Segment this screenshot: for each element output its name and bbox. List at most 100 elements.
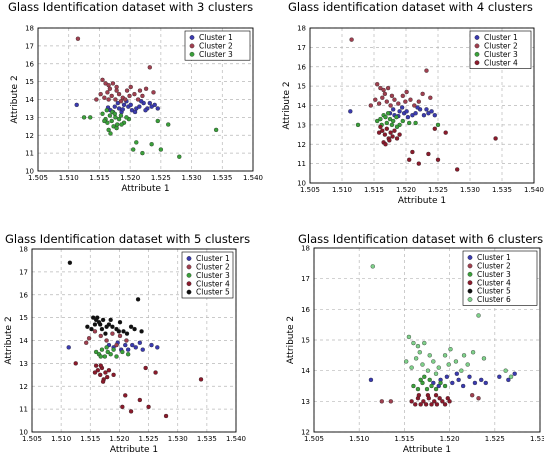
legend-marker-cluster-1: [474, 35, 480, 40]
point-cluster-4: [416, 161, 421, 166]
point-cluster-1: [143, 108, 148, 113]
point-cluster-1: [483, 380, 488, 386]
y-tick-label: 14: [19, 337, 28, 345]
y-axis-label: Attribute 2: [10, 75, 20, 123]
point-cluster-6: [470, 350, 476, 355]
y-tick-label: 15: [25, 78, 34, 86]
point-cluster-3: [149, 142, 154, 147]
point-cluster-5: [85, 324, 90, 329]
y-axis-label: Attribute 2: [286, 316, 296, 364]
y-tick-label: 11: [25, 150, 34, 158]
point-cluster-5: [139, 329, 144, 334]
point-cluster-3: [387, 116, 393, 122]
point-cluster-2: [385, 85, 391, 91]
point-cluster-3: [394, 124, 400, 129]
point-cluster-1: [149, 342, 154, 348]
x-tick-label: 1.525: [485, 435, 505, 443]
x-tick-label: 1.505: [300, 186, 320, 194]
point-cluster-4: [390, 134, 395, 139]
point-cluster-4: [380, 128, 385, 133]
point-cluster-2: [376, 101, 382, 106]
point-cluster-2: [106, 97, 111, 102]
y-axis-label: Attribute 2: [4, 316, 14, 364]
point-cluster-3: [116, 116, 122, 122]
x-tick-label: 1.515: [89, 174, 109, 182]
point-cluster-1: [133, 345, 138, 350]
point-cluster-4: [426, 151, 431, 157]
point-cluster-2: [114, 342, 119, 348]
point-cluster-3: [394, 114, 399, 120]
point-cluster-3: [109, 118, 114, 124]
point-cluster-4: [103, 370, 108, 375]
point-cluster-1: [405, 114, 411, 120]
legend-label: Cluster 4: [477, 278, 511, 287]
point-cluster-5: [110, 324, 115, 329]
point-cluster-4: [409, 399, 414, 404]
y-tick-label: 18: [19, 246, 28, 254]
point-cluster-2: [92, 329, 98, 334]
legend-marker-cluster-4: [467, 280, 473, 286]
point-cluster-3: [389, 122, 395, 128]
point-cluster-1: [147, 100, 152, 106]
point-cluster-2: [106, 83, 111, 88]
point-cluster-4: [423, 402, 429, 407]
point-cluster-5: [89, 326, 94, 332]
point-cluster-3: [102, 118, 107, 124]
point-cluster-4: [382, 132, 388, 137]
point-cluster-2: [400, 93, 405, 98]
y-tick-label: 14: [25, 96, 34, 104]
point-cluster-2: [151, 90, 156, 95]
point-cluster-3: [114, 125, 119, 131]
point-cluster-2: [368, 103, 373, 108]
point-cluster-6: [433, 371, 439, 376]
point-cluster-2: [102, 95, 107, 100]
point-cluster-5: [128, 324, 134, 329]
point-cluster-4: [93, 363, 99, 368]
point-cluster-1: [432, 113, 437, 118]
point-cluster-4: [433, 393, 439, 398]
point-cluster-2: [373, 97, 378, 102]
point-cluster-2: [105, 90, 110, 95]
point-cluster-6: [508, 374, 514, 379]
legend-marker-cluster-3: [186, 272, 192, 278]
point-cluster-3: [213, 127, 219, 133]
point-cluster-6: [465, 362, 470, 367]
point-cluster-1: [74, 102, 79, 108]
point-cluster-2: [396, 101, 401, 106]
legend-marker-cluster-3: [467, 271, 473, 277]
point-cluster-3: [102, 354, 108, 359]
point-cluster-4: [432, 399, 437, 404]
point-cluster-4: [111, 372, 116, 377]
chart-title: Glass Identification dataset with 6 clus…: [298, 232, 543, 246]
point-cluster-4: [137, 397, 143, 403]
point-cluster-2: [118, 99, 124, 104]
y-tick-label: 16: [19, 291, 28, 299]
point-cluster-3: [120, 349, 125, 355]
x-tick-label: 1.505: [22, 435, 42, 443]
point-cluster-5: [116, 329, 122, 334]
plot-frame: [309, 27, 535, 184]
point-cluster-3: [108, 131, 113, 136]
point-cluster-2: [109, 93, 114, 99]
point-cluster-6: [415, 343, 421, 349]
point-cluster-3: [112, 111, 117, 116]
point-cluster-3: [107, 113, 113, 118]
point-cluster-5: [124, 331, 130, 336]
point-cluster-4: [434, 402, 440, 407]
y-tick-label: 13: [301, 398, 310, 406]
point-cluster-3: [155, 118, 160, 124]
point-cluster-4: [440, 399, 445, 404]
legend-marker-cluster-2: [186, 264, 192, 270]
point-cluster-4: [425, 393, 431, 398]
y-tick-label: 17: [297, 44, 306, 52]
x-tick-label: 1.510: [51, 435, 71, 443]
point-cluster-5: [108, 317, 113, 323]
y-tick-label: 14: [297, 102, 306, 110]
x-tick-label: 1.515: [364, 186, 384, 194]
point-cluster-1: [444, 374, 450, 379]
point-cluster-6: [446, 362, 451, 367]
legend-marker-cluster-5: [467, 288, 473, 294]
point-cluster-4: [437, 396, 442, 401]
legend-box: [184, 30, 251, 61]
